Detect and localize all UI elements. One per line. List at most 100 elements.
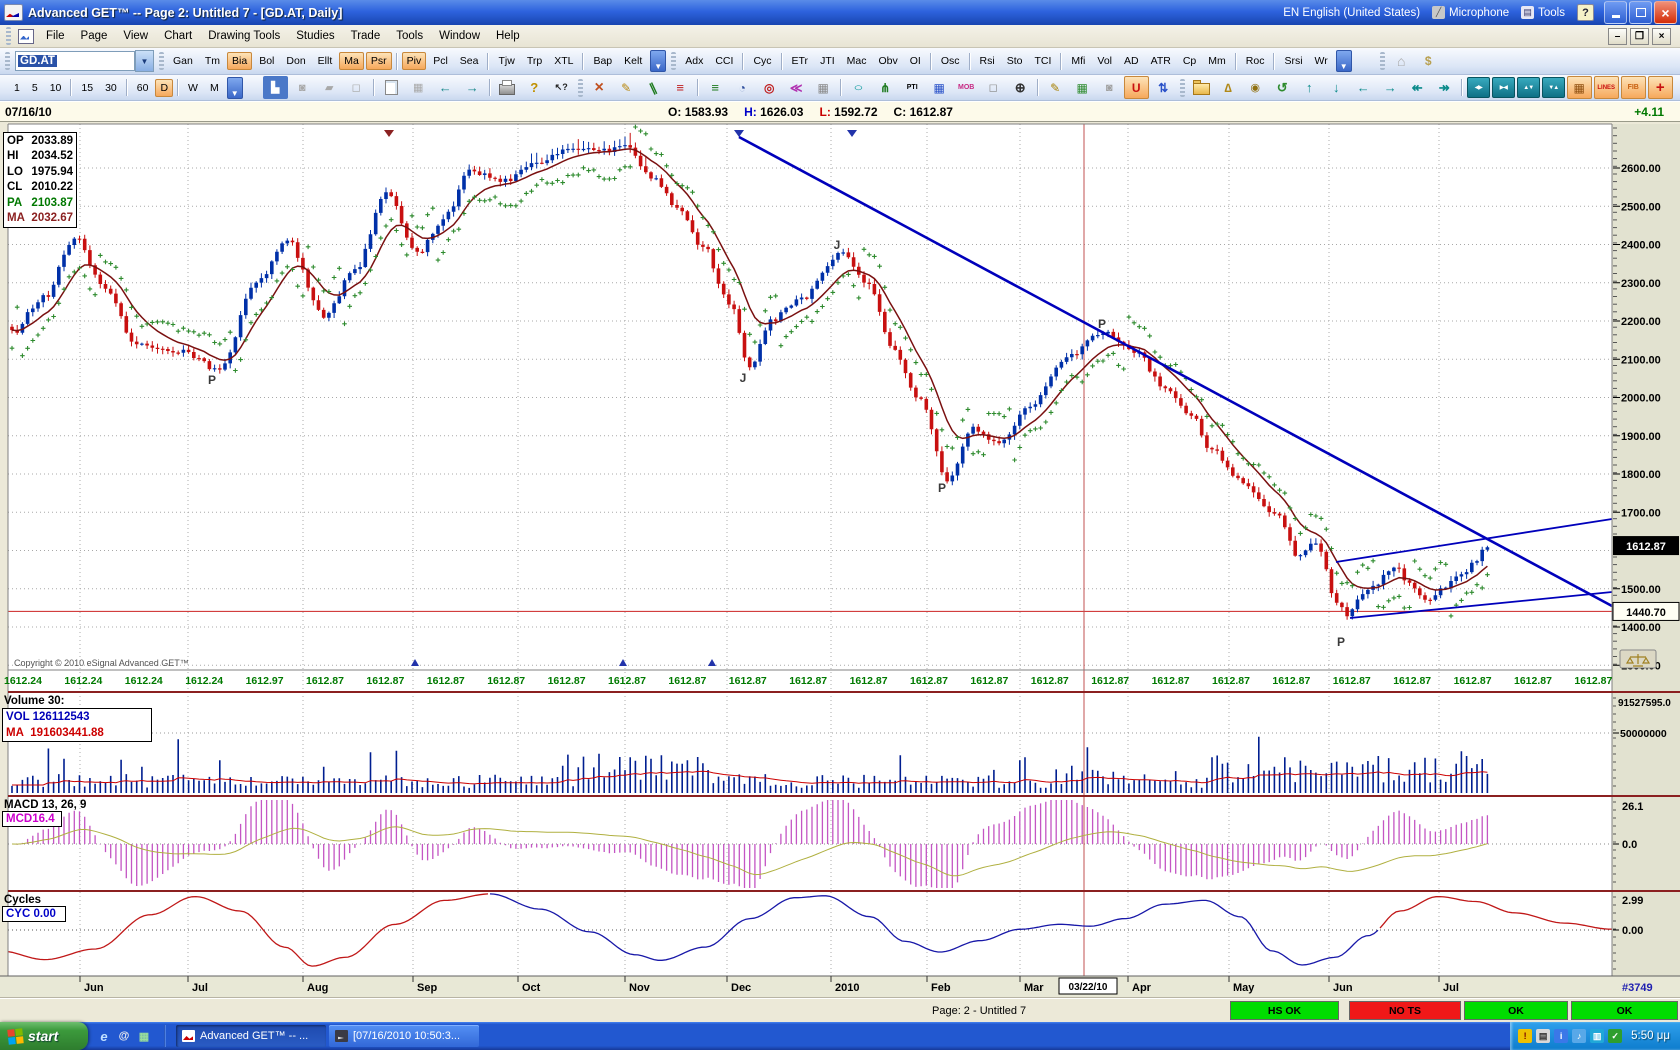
study-ad-button[interactable]: AD bbox=[1124, 55, 1139, 67]
task-button[interactable]: [07/16/2010 10:50:3... bbox=[329, 1025, 479, 1047]
more-buttons-icon[interactable]: ▼ bbox=[226, 76, 243, 99]
study-tjw-button[interactable]: Tjw bbox=[498, 55, 515, 67]
study-mac-button[interactable]: Mac bbox=[846, 55, 867, 67]
study-sto-button[interactable]: Sto bbox=[1006, 55, 1023, 67]
split-view-icon[interactable]: ⇅ bbox=[1151, 76, 1176, 99]
print-icon[interactable] bbox=[495, 76, 520, 99]
optimize-icon[interactable]: ◉ bbox=[1243, 76, 1268, 99]
study-bol-button[interactable]: Bol bbox=[259, 55, 275, 67]
page-start-icon[interactable]: ↞ bbox=[1405, 76, 1430, 99]
timeframe-m-button[interactable]: M bbox=[209, 81, 219, 94]
mob-icon[interactable]: MOB bbox=[954, 76, 979, 99]
menu-help[interactable]: Help bbox=[496, 30, 520, 42]
menu-view[interactable]: View bbox=[123, 30, 149, 42]
target-icon[interactable]: ◎ bbox=[757, 76, 782, 99]
scroll-right-icon[interactable]: → bbox=[1378, 76, 1403, 99]
back-icon[interactable]: ← bbox=[433, 76, 458, 99]
study-psr-button[interactable]: Psr bbox=[365, 52, 392, 70]
toolbar-grip[interactable] bbox=[6, 27, 11, 45]
study-kelt-button[interactable]: Kelt bbox=[624, 55, 643, 67]
annotation-icon[interactable]: ◻ bbox=[981, 76, 1006, 99]
language-help-button[interactable]: ? bbox=[1577, 4, 1594, 21]
toolbar-grip[interactable] bbox=[671, 52, 677, 70]
fan-lines-icon[interactable]: ≪ bbox=[784, 76, 809, 99]
menu-trade[interactable]: Trade bbox=[350, 30, 381, 42]
child-restore-button[interactable]: ❐ bbox=[1630, 27, 1649, 45]
menu-tools[interactable]: Tools bbox=[396, 30, 424, 42]
pitchfork-icon[interactable]: ⋔ bbox=[873, 76, 898, 99]
timeframe-w-button[interactable]: W bbox=[188, 81, 198, 94]
study-obv-button[interactable]: Obv bbox=[878, 55, 898, 67]
fib-mode-icon[interactable]: FIB bbox=[1620, 76, 1646, 99]
menu-chart[interactable]: Chart bbox=[164, 30, 193, 42]
time-axis-strip[interactable] bbox=[0, 976, 1680, 998]
tiles-icon[interactable]: ▦ bbox=[1070, 76, 1095, 99]
study-gan-button[interactable]: Gan bbox=[173, 55, 193, 67]
minimize-button[interactable] bbox=[1604, 1, 1627, 24]
timeframe-30-button[interactable]: 30 bbox=[105, 81, 117, 94]
restore-button[interactable] bbox=[1629, 1, 1652, 24]
account-funds-icon[interactable]: $ bbox=[1416, 50, 1441, 73]
study-tm-button[interactable]: Tm bbox=[204, 55, 221, 67]
compress-width-icon[interactable]: ◀▶ bbox=[1466, 77, 1490, 98]
selected-date-box[interactable] bbox=[1058, 977, 1118, 995]
study-ellt-button[interactable]: Ellt bbox=[317, 55, 333, 67]
internet-explorer-icon[interactable]: e bbox=[100, 1028, 108, 1044]
trendline-2[interactable] bbox=[1335, 518, 1613, 563]
menu-page[interactable]: Page bbox=[80, 30, 108, 42]
scales-tool-icon[interactable]: ∆ bbox=[1216, 76, 1241, 99]
cycles-plot-area[interactable] bbox=[8, 892, 1612, 976]
study-etr-button[interactable]: ETr bbox=[791, 55, 809, 67]
scroll-left-icon[interactable]: ← bbox=[1351, 76, 1376, 99]
study-mfi-button[interactable]: Mfi bbox=[1071, 55, 1086, 67]
new-page-icon[interactable] bbox=[379, 76, 404, 99]
symbol-combobox[interactable]: GD.AT ▼ bbox=[15, 50, 154, 72]
menu-drawing-tools[interactable]: Drawing Tools bbox=[208, 30, 281, 42]
network-icon[interactable]: ▥ bbox=[1590, 1029, 1605, 1043]
study-jti-button[interactable]: JTI bbox=[820, 55, 835, 67]
study-cyc-button[interactable]: Cyc bbox=[753, 55, 772, 67]
eraser-icon[interactable]: ▰ bbox=[317, 76, 342, 99]
study-tci-button[interactable]: TCI bbox=[1034, 55, 1052, 67]
pencil-tool-icon[interactable]: ✎ bbox=[614, 76, 639, 99]
timeframe-10-button[interactable]: 10 bbox=[49, 81, 62, 94]
chart-setup-icon[interactable]: ▙ bbox=[262, 76, 288, 99]
price-chart[interactable]: P J J P P P Copyright © 2010 eSignal Advanced … bbox=[0, 122, 1680, 998]
toolbar-grip[interactable] bbox=[1179, 78, 1185, 97]
messenger-icon[interactable]: i bbox=[1554, 1029, 1569, 1043]
context-help-icon[interactable]: ↖? bbox=[549, 76, 574, 99]
symbol-input[interactable]: GD.AT bbox=[18, 55, 57, 67]
timeframe-60-button[interactable]: 60 bbox=[136, 81, 149, 94]
expand-height-icon[interactable]: ▼▲ bbox=[1541, 77, 1565, 98]
refresh-icon[interactable]: ↺ bbox=[1270, 76, 1295, 99]
forward-icon[interactable]: → bbox=[460, 76, 485, 99]
study-pcl-button[interactable]: Pcl bbox=[433, 55, 448, 67]
zoom-in-icon[interactable]: ⊕ bbox=[1008, 76, 1033, 99]
study-wr-button[interactable]: Wr bbox=[1314, 55, 1328, 67]
study-xtl-button[interactable]: XTL bbox=[554, 55, 574, 67]
more-buttons-icon[interactable]: ▼ bbox=[650, 50, 667, 72]
toolbar-grip[interactable] bbox=[5, 52, 10, 70]
retracement-icon[interactable]: ≡ bbox=[668, 76, 693, 99]
start-button[interactable]: start bbox=[0, 1022, 88, 1050]
help-icon[interactable]: ? bbox=[522, 76, 547, 99]
timeframe-d-button[interactable]: D bbox=[155, 78, 174, 97]
study-vol-button[interactable]: Vol bbox=[1097, 55, 1112, 67]
study-srsi-button[interactable]: Srsi bbox=[1284, 55, 1303, 67]
combobox-dropdown-icon[interactable]: ▼ bbox=[135, 50, 154, 72]
study-mm-button[interactable]: Mm bbox=[1208, 55, 1226, 67]
study-cci-button[interactable]: CCI bbox=[715, 55, 734, 67]
volume-icon[interactable]: ♪ bbox=[1572, 1029, 1587, 1043]
menu-window[interactable]: Window bbox=[439, 30, 480, 42]
more-buttons-icon[interactable]: ▼ bbox=[1335, 50, 1352, 72]
study-bia-button[interactable]: Bia bbox=[227, 52, 253, 70]
study-rsi-button[interactable]: Rsi bbox=[979, 55, 995, 67]
pti-icon[interactable]: PTI bbox=[900, 76, 925, 99]
draw-pencil-icon[interactable]: ✎ bbox=[1043, 76, 1068, 99]
study-ma-button[interactable]: Ma bbox=[339, 52, 364, 70]
study-trp-button[interactable]: Trp bbox=[526, 55, 543, 67]
trendline-3[interactable] bbox=[1349, 591, 1613, 619]
show-desktop-icon[interactable]: ▦ bbox=[138, 1030, 150, 1043]
menu-studies[interactable]: Studies bbox=[296, 30, 335, 42]
ellipse-tool-icon[interactable]: ○ bbox=[846, 76, 871, 99]
